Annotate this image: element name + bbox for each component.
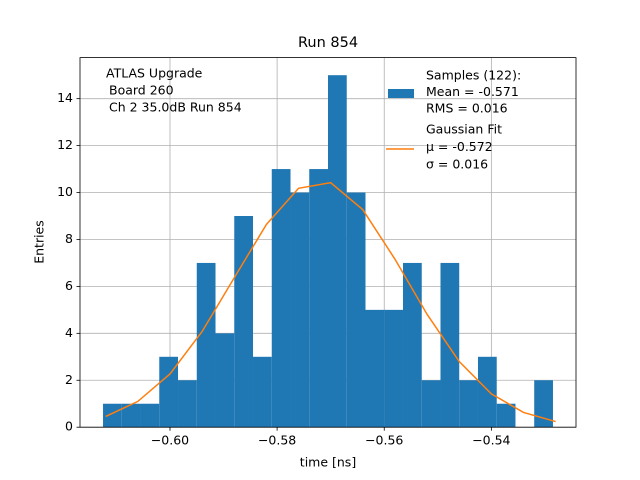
y-tick-label: 12 [57,137,73,152]
x-tick-label: −0.60 [151,433,189,448]
ticks: −0.60 −0.58 −0.56 −0.54 0 2 4 6 8 10 12 14 [57,90,510,448]
histogram-bar [215,333,235,428]
histogram-bar [196,262,216,428]
x-tick-label: −0.54 [472,433,510,448]
annotation: ATLAS Upgrade [106,66,203,81]
legend-label: Mean = -0.571 [426,84,519,99]
histogram-bar [459,380,478,428]
histogram-bar [384,309,403,428]
y-tick-label: 14 [57,90,73,105]
legend-label: μ = -0.572 [426,139,493,154]
histogram-bar [346,192,366,428]
histogram-bar [121,403,141,428]
legend-label: Samples (122): [426,68,521,83]
legend-label: RMS = 0.016 [426,101,508,116]
histogram-bar [328,75,347,428]
y-tick-label: 6 [65,278,73,293]
x-tick-label: −0.58 [258,433,296,448]
y-tick-label: 2 [65,372,73,387]
histogram-bar [440,262,460,428]
histogram-bar [253,356,272,428]
chart-title: Run 854 [298,35,358,51]
histogram-bar [421,380,441,428]
legend-label: σ = 0.016 [426,157,488,172]
y-tick-label: 8 [65,231,73,246]
fit-line [105,181,556,423]
x-axis-label: time [ns] [300,455,356,470]
histogram-bar [309,169,328,428]
y-axis-label: Entries [32,220,47,264]
y-tick-label: 4 [65,325,73,340]
histogram-bar [234,216,254,428]
histogram-bar [477,356,497,428]
axes-frame [79,57,577,428]
histogram-bar [159,356,179,428]
legend: Samples (122):Mean = -0.571 RMS = 0.016 Ga… [386,68,521,172]
histogram-bar [271,169,291,428]
legend-label: Gaussian Fit [426,122,502,137]
histogram-bar [365,309,385,428]
annotation: Board 260 [109,83,174,98]
histogram-bar [103,403,122,428]
legend-swatch [388,89,414,98]
histogram-bar [496,403,516,428]
histogram-bar [534,380,553,428]
histogram-bar [140,403,160,428]
histogram-bar [290,192,310,428]
histogram-bar [178,380,197,428]
histogram-bar [402,262,422,428]
y-tick-label: 0 [65,419,73,434]
marks [103,75,556,428]
x-tick-label: −0.56 [365,433,403,448]
y-tick-label: 10 [57,184,73,199]
annotation: Ch 2 35.0dB Run 854 [109,100,242,115]
